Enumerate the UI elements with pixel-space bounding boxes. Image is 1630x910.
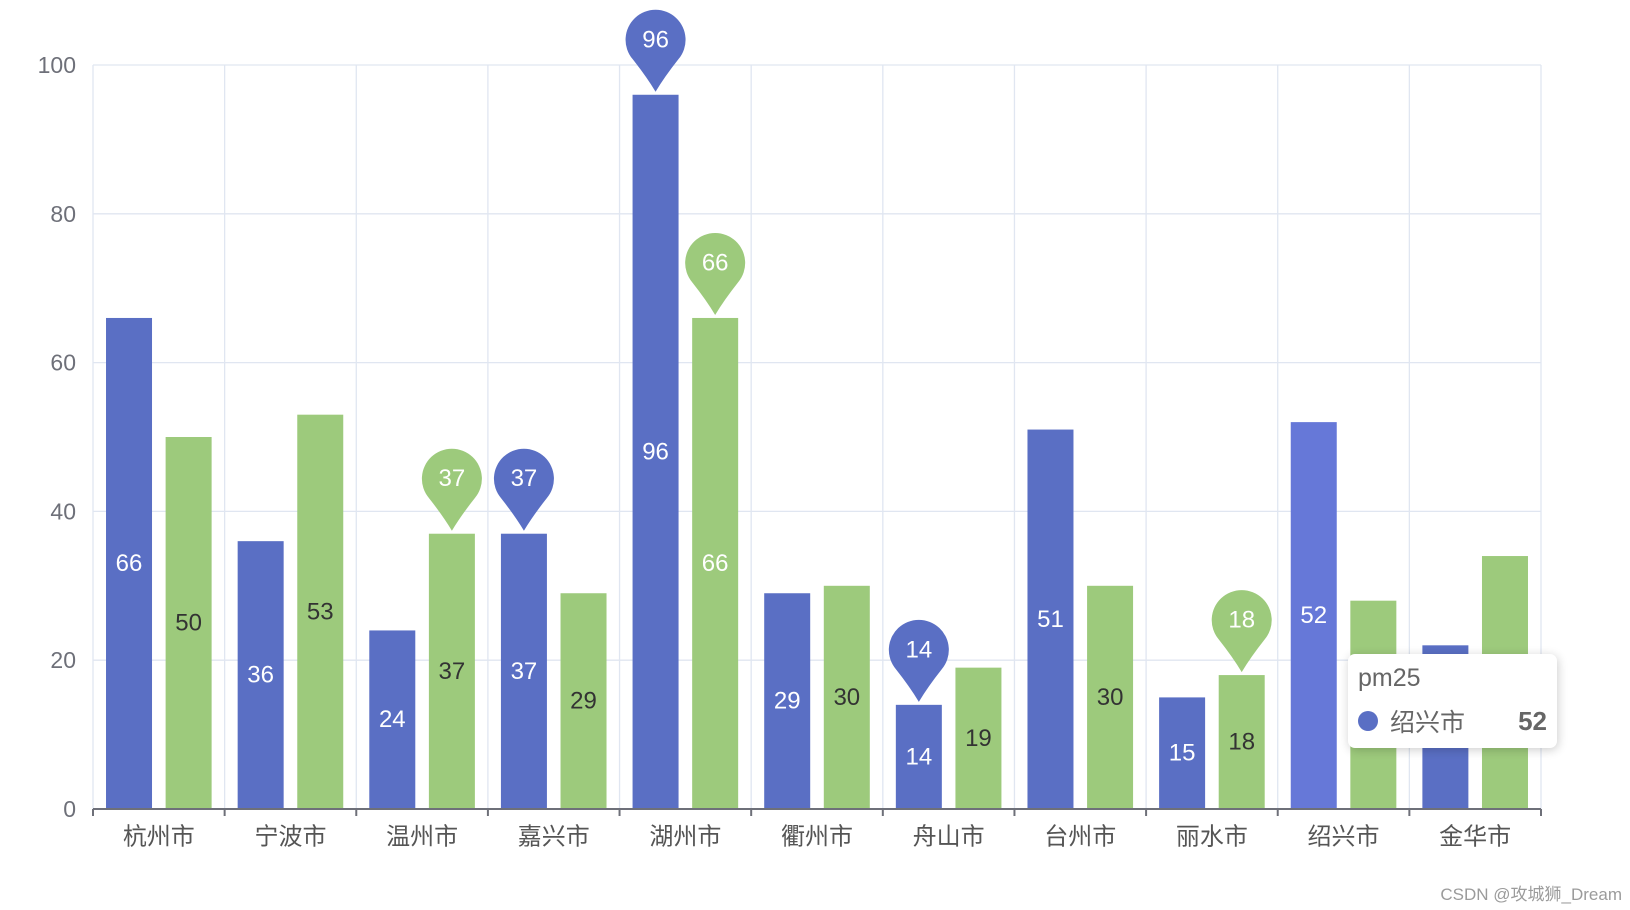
y-tick-label: 60 — [50, 350, 76, 376]
mark-point-pin-series-1-category-7[interactable]: 14 — [888, 619, 949, 702]
mark-point-pin-series-2-category-3[interactable]: 37 — [421, 448, 482, 531]
x-axis: 杭州市 宁波市 温州市 嘉兴市 湖州市 衢州市 舟山市 台州市 丽水市 绍兴市 金华市 — [92, 808, 1542, 851]
bar-value-label-series-1-category-3: 24 — [379, 706, 406, 733]
pin-icon — [1211, 590, 1272, 673]
bar-series-2-category-5[interactable] — [692, 317, 739, 809]
tooltip-series-name: pm25 — [1358, 664, 1421, 692]
mark-point-pin-series-1-category-4[interactable]: 37 — [493, 448, 554, 531]
bar-series-2-category-9[interactable] — [1218, 675, 1265, 809]
bar-value-label-series-1-category-8: 51 — [1037, 606, 1064, 633]
bar-value-label-series-1-category-4: 37 — [511, 658, 538, 685]
bar-value-label-series-1-category-2: 36 — [247, 662, 274, 689]
bar-series-1-category-9[interactable] — [1159, 697, 1206, 809]
bar-value-label-series-1-category-5: 96 — [642, 438, 669, 465]
tooltip-category: 绍兴市 — [1390, 709, 1466, 737]
bar-series-1-category-10[interactable] — [1290, 422, 1337, 809]
pin-icon — [493, 448, 554, 531]
y-tick-label: 20 — [50, 647, 76, 673]
mark-point-label: 37 — [511, 465, 538, 492]
bar-series-1-category-7[interactable] — [895, 704, 942, 809]
series-marker-icon — [1358, 711, 1378, 731]
mark-point-pin-series-1-category-5[interactable]: 96 — [625, 9, 686, 92]
x-tick-label: 衢州市 — [781, 824, 853, 851]
bar-series-1-category-6[interactable] — [764, 593, 811, 809]
mark-point-label: 14 — [905, 636, 932, 663]
bar-series-1-category-1[interactable] — [106, 317, 153, 809]
bar-value-label-series-2-category-8: 30 — [1097, 684, 1124, 711]
pin-icon — [888, 619, 949, 702]
x-tick-label: 湖州市 — [649, 824, 721, 851]
bar-series-1-category-4[interactable] — [500, 533, 547, 809]
pin-icon — [625, 9, 686, 92]
mark-point-label: 37 — [439, 465, 466, 492]
bar-value-label-series-1-category-7: 14 — [905, 743, 932, 770]
bar-series-2-category-2[interactable] — [297, 414, 344, 809]
bar-value-label-series-1-category-9: 15 — [1169, 740, 1196, 767]
x-tick-label: 嘉兴市 — [518, 824, 590, 851]
bar-series-1-category-8[interactable] — [1027, 429, 1074, 809]
tooltip: pm25 绍兴市 52 — [1348, 654, 1557, 748]
x-tick-label: 舟山市 — [913, 824, 985, 851]
mark-point-label: 96 — [642, 26, 669, 53]
x-tick-label: 宁波市 — [254, 824, 326, 851]
x-tick-label: 温州市 — [386, 824, 458, 851]
bars — [106, 94, 1528, 809]
bar-value-label-series-1-category-6: 29 — [774, 688, 801, 715]
tooltip-row: 绍兴市 52 — [1358, 702, 1547, 740]
bar-value-label-series-2-category-5: 66 — [702, 550, 729, 577]
mark-point-label: 18 — [1228, 607, 1255, 634]
grid-lines — [92, 64, 1542, 809]
bar-series-2-category-6[interactable] — [823, 585, 870, 809]
x-tick-label: 金华市 — [1439, 824, 1511, 851]
y-axis: 0 20 40 60 80 100 — [38, 52, 76, 822]
bar-value-label-series-2-category-4: 29 — [570, 688, 597, 715]
pin-icon — [421, 448, 482, 531]
y-tick-label: 80 — [50, 201, 76, 227]
bar-series-2-category-1[interactable] — [165, 437, 212, 809]
y-tick-label: 100 — [38, 52, 76, 78]
bar-value-label-series-1-category-10: 52 — [1300, 602, 1327, 629]
bar-series-2-category-3[interactable] — [428, 533, 475, 809]
bar-value-label-series-2-category-6: 30 — [833, 684, 860, 711]
bar-value-label-series-2-category-1: 50 — [175, 610, 202, 637]
bar-series-1-category-3[interactable] — [369, 630, 416, 809]
bar-series-1-category-5[interactable] — [632, 94, 679, 809]
mark-point-pin-series-2-category-9[interactable]: 18 — [1211, 590, 1272, 673]
tooltip-value: 52 — [1518, 705, 1547, 736]
bar-value-label-series-1-category-1: 66 — [116, 550, 143, 577]
bar-value-label-series-2-category-2: 53 — [307, 598, 334, 625]
bar-value-label-series-2-category-9: 18 — [1228, 729, 1255, 756]
mark-point-label: 66 — [702, 249, 729, 276]
y-tick-label: 40 — [50, 498, 76, 524]
y-tick-label: 0 — [63, 796, 76, 822]
x-tick-label: 丽水市 — [1176, 824, 1248, 851]
watermark: CSDN @攻城狮_Dream — [1440, 885, 1622, 904]
bar-series-1-category-2[interactable] — [237, 541, 284, 809]
bar-series-2-category-4[interactable] — [560, 593, 607, 809]
bar-value-label-series-2-category-3: 37 — [439, 658, 466, 685]
bar-series-2-category-7[interactable] — [955, 667, 1002, 809]
mark-points: 37 96 14 37 66 18 — [421, 9, 1272, 702]
x-tick-label: 绍兴市 — [1308, 824, 1380, 851]
bar-series-2-category-8[interactable] — [1087, 585, 1134, 809]
x-tick-label: 台州市 — [1044, 824, 1116, 851]
x-tick-label: 杭州市 — [123, 824, 195, 851]
pin-icon — [685, 232, 746, 315]
bar-value-label-series-2-category-7: 19 — [965, 725, 992, 752]
mark-point-pin-series-2-category-5[interactable]: 66 — [685, 232, 746, 315]
